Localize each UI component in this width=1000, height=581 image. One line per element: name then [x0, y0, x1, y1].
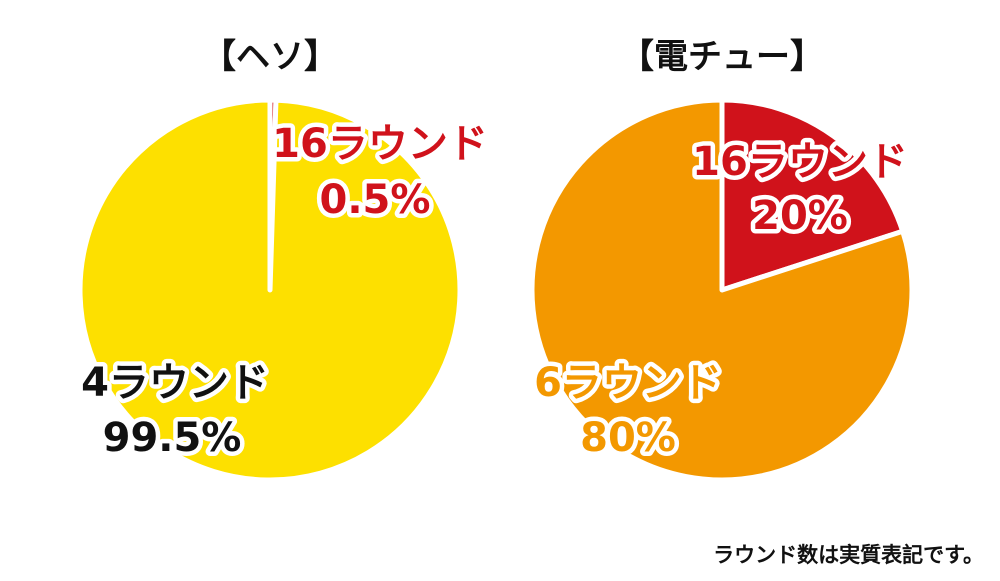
denchu-chart-title: 【電チュー】 [620, 37, 824, 77]
denchu-6r-label: 6ラウンド [534, 360, 722, 406]
heso-chart-title: 【ヘソ】 [202, 37, 338, 77]
heso-4r-percent: 99.5% [103, 415, 242, 461]
denchu-6r-percent: 80% [580, 415, 676, 461]
heso-16r-label: 16ラウンド [272, 121, 488, 167]
footnote: ラウンド数は実質表記です。 [713, 543, 984, 567]
heso-pie [77, 97, 463, 483]
denchu-pie [529, 97, 915, 483]
denchu-16r-label: 16ラウンド [692, 139, 908, 185]
denchu-slice-6r [529, 97, 915, 483]
denchu-16r-percent: 20% [752, 193, 848, 239]
heso-16r-percent: 0.5% [320, 177, 431, 223]
heso-4r-label: 4ラウンド [81, 360, 269, 406]
denchu-slice-16r [719, 97, 906, 293]
heso-slice-4r [77, 97, 463, 483]
